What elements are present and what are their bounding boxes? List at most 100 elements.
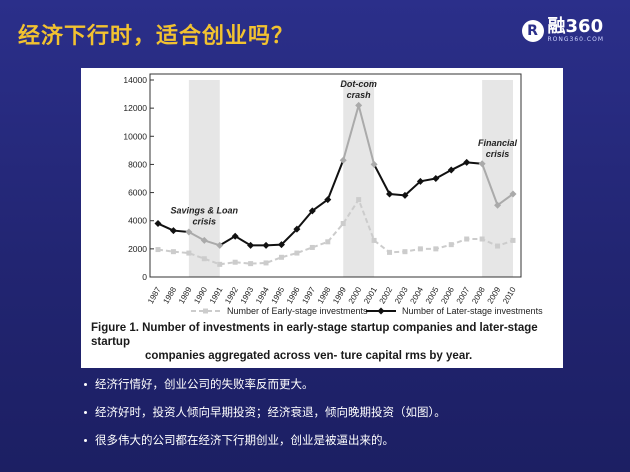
x-tick-label: 1998 xyxy=(316,285,333,305)
data-point-later xyxy=(401,191,409,199)
series-segment-later xyxy=(157,222,174,232)
series-segment-later xyxy=(326,159,345,200)
data-point-later xyxy=(169,227,177,235)
data-point-early xyxy=(325,239,331,245)
data-point-later xyxy=(308,207,316,215)
series-segment-later xyxy=(234,235,252,247)
data-point-later xyxy=(370,160,378,168)
bullet-text: 很多伟大的公司都在经济下行期创业，创业是被逼出来的。 xyxy=(95,433,394,447)
data-point-early xyxy=(433,246,439,252)
data-point-early xyxy=(217,261,223,267)
x-tick-label: 2008 xyxy=(470,285,487,305)
data-point-early xyxy=(186,250,192,256)
annotation-label: crash xyxy=(347,90,372,100)
data-point-later xyxy=(432,175,440,182)
bullet-item: 经济好时，投资人倾向早期投资；经济衰退，倾向晚期投资（如图）。 xyxy=(84,404,604,420)
annotation-label: Dot-com xyxy=(340,79,377,89)
figure-panel: 0 2000 4000 6000 8000 10000 12000 14000 1987 1988… xyxy=(81,68,563,368)
data-point-early xyxy=(201,256,207,262)
data-point-later xyxy=(463,158,471,166)
x-tick-label: 1999 xyxy=(331,285,348,305)
annotation-label: crisis xyxy=(193,217,217,227)
slide-title: 经济下行时，适合创业吗？ xyxy=(18,24,295,49)
series-segment-later xyxy=(280,228,298,246)
legend-label-early: Number of Early-stage investments xyxy=(227,306,368,316)
data-point-later xyxy=(216,241,224,249)
bullet-item: 很多伟大的公司都在经济下行期创业，创业是被逼出来的。 xyxy=(84,432,604,448)
data-point-early xyxy=(479,236,485,242)
data-point-later xyxy=(386,190,394,198)
data-point-later xyxy=(509,190,517,198)
series-segment-later xyxy=(311,198,329,212)
data-point-later xyxy=(416,177,424,185)
data-point-early xyxy=(248,261,254,267)
shaded-range xyxy=(188,80,220,277)
data-point-later xyxy=(478,160,486,168)
x-tick-label: 1989 xyxy=(177,285,194,305)
series-segment-later xyxy=(450,161,468,171)
x-tick-label: 1996 xyxy=(285,285,302,305)
data-point-early xyxy=(510,237,516,243)
data-point-later xyxy=(293,225,301,233)
series-segment-later xyxy=(188,231,205,242)
x-tick-label: 1990 xyxy=(192,285,209,305)
data-point-later xyxy=(200,236,208,244)
series-segment-later xyxy=(496,193,514,207)
line-chart: 0 2000 4000 6000 8000 10000 12000 14000 19871988… xyxy=(123,73,543,316)
legend-marker-early xyxy=(203,308,208,314)
logo-subtext: RONG360.COM xyxy=(547,36,604,43)
caption-line-2: companies aggregated across ven- ture ca… xyxy=(145,350,473,362)
x-tick-label: 2002 xyxy=(378,285,395,305)
bullet-list: 经济行情好，创业公司的失败率反而更大。 经济好时，投资人倾向早期投资；经济衰退，… xyxy=(84,376,604,460)
data-point-early xyxy=(294,250,300,256)
data-point-early xyxy=(371,237,377,243)
x-tick-label: 2005 xyxy=(424,285,441,305)
series-segment-later xyxy=(219,235,236,247)
data-point-early xyxy=(464,236,470,242)
x-tick-label: 2009 xyxy=(486,285,503,305)
x-tick-label: 2001 xyxy=(362,285,379,305)
plot-frame xyxy=(149,73,522,278)
x-tick-label: 1993 xyxy=(239,285,256,305)
x-tick-label: 1988 xyxy=(161,285,178,305)
logo-text: 融360 xyxy=(547,16,604,37)
x-tick-label: 2010 xyxy=(501,285,518,305)
x-tick-label: 2004 xyxy=(408,285,425,305)
legend-label-later: Number of Later-stage investments xyxy=(402,306,543,316)
data-point-later xyxy=(247,241,255,249)
y-tick-label: 12000 xyxy=(123,103,147,113)
data-point-early xyxy=(356,197,362,203)
data-point-early xyxy=(263,260,269,266)
y-tick-label: 0 xyxy=(142,272,147,282)
x-tick-label: 1987 xyxy=(146,285,163,305)
x-tick-label: 2006 xyxy=(439,285,456,305)
shaded-range xyxy=(343,80,375,277)
bullet-item: 经济行情好，创业公司的失败率反而更大。 xyxy=(84,376,604,392)
series-segment-later xyxy=(342,105,360,161)
logo-mark-icon: R xyxy=(521,19,544,42)
y-tick-label: 8000 xyxy=(128,159,147,169)
y-tick-label: 2000 xyxy=(128,244,147,254)
bullet-dot-icon xyxy=(84,382,87,386)
x-tick-label: 1994 xyxy=(254,285,271,305)
data-point-early xyxy=(309,244,315,250)
data-point-early xyxy=(340,221,346,227)
bullet-text: 经济行情好，创业公司的失败率反而更大。 xyxy=(95,377,314,391)
x-tick-label: 1991 xyxy=(208,285,225,305)
annotation-label: crisis xyxy=(486,149,510,159)
x-tick-label: 1995 xyxy=(270,285,287,305)
data-point-early xyxy=(387,249,393,255)
figure-caption: Figure 1. Number of investments in early… xyxy=(91,321,559,363)
caption-line-1: Figure 1. Number of investments in early… xyxy=(91,322,538,348)
x-tick-label: 2003 xyxy=(393,285,410,305)
data-point-early xyxy=(448,242,454,248)
x-tick-label: 1997 xyxy=(300,285,317,305)
data-point-early xyxy=(495,243,501,249)
bullet-dot-icon xyxy=(84,410,87,414)
series-segment-later xyxy=(404,180,422,197)
data-point-later xyxy=(494,201,502,209)
annotation-label: Financial xyxy=(478,138,518,148)
data-point-later xyxy=(447,166,455,174)
x-tick-label: 1992 xyxy=(223,285,240,305)
data-point-later xyxy=(355,101,363,109)
